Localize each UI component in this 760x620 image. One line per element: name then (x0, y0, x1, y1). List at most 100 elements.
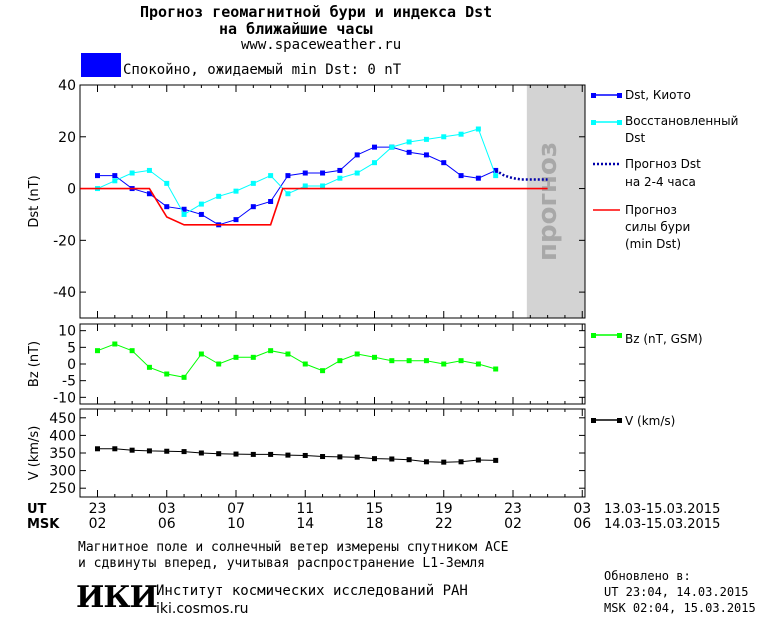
msk-tick-label: 06 (158, 516, 176, 532)
data-point (493, 457, 499, 463)
ut-axis-label: UT (27, 502, 47, 517)
data-point (320, 183, 326, 189)
legend-label-recovered-2: Dst (625, 131, 645, 145)
series-line-1 (97, 343, 496, 378)
data-point (372, 144, 377, 150)
data-point (250, 451, 256, 457)
data-point (164, 448, 170, 454)
data-point (164, 204, 170, 210)
data-point (406, 139, 412, 145)
data-point (95, 173, 100, 179)
data-point (164, 371, 170, 377)
data-point (112, 446, 118, 452)
data-point (337, 175, 343, 181)
y-tick-label: 400 (49, 428, 76, 444)
data-point (441, 134, 447, 140)
data-point (285, 191, 291, 197)
y-tick-label: 10 (58, 324, 76, 340)
data-point (423, 358, 429, 364)
y-axis-label: Dst (nT) (27, 175, 42, 227)
data-point (181, 211, 187, 217)
ut-tick-label: 07 (227, 501, 245, 517)
data-point (423, 459, 429, 465)
institute-link[interactable]: iki.cosmos.ru (156, 601, 249, 617)
data-point (337, 358, 343, 364)
panel-frame (79, 408, 586, 498)
legend-label-forecast: Прогноз Dst (625, 157, 701, 171)
data-point (441, 361, 447, 367)
data-point (475, 457, 481, 463)
institute-name: Институт космических исследований РАН (156, 583, 468, 599)
legend-label-bz: Bz (nT, GSM) (625, 332, 703, 346)
series-line-1 (97, 448, 496, 463)
legend-label-storm: Прогноз (625, 203, 677, 217)
data-point (129, 348, 135, 354)
data-point (475, 126, 481, 132)
series-line-4 (80, 187, 548, 226)
data-point (268, 199, 274, 204)
data-point (354, 454, 360, 460)
status-text: Спокойно, ожидаемый min Dst: 0 nT (123, 62, 402, 78)
data-point (337, 167, 343, 173)
msk-tick-label: 10 (227, 516, 245, 532)
data-point (198, 201, 204, 207)
data-point (354, 351, 360, 357)
legend-marker-v (617, 418, 622, 423)
footer-note-line-2: и сдвинуты вперед, учитывая распростране… (78, 556, 485, 571)
data-point (250, 354, 256, 360)
legend-label-storm-2: силы бури (625, 220, 690, 234)
panel-frame (79, 323, 586, 405)
msk-tick-label: 02 (504, 516, 522, 532)
data-point (250, 180, 256, 186)
data-point (458, 459, 464, 465)
y-tick-label: 250 (49, 481, 76, 497)
data-point (372, 456, 377, 462)
y-tick-label: -20 (53, 233, 76, 249)
data-point (475, 361, 481, 367)
y-tick-label: 450 (49, 411, 76, 427)
ut-tick-label: 11 (296, 501, 314, 517)
data-point (216, 193, 222, 199)
legend-label-storm-3: (min Dst) (625, 237, 681, 251)
forecast-region (526, 85, 585, 318)
y-axis-label: Bz (nT) (27, 341, 42, 387)
y-tick-label: 0 (67, 182, 76, 198)
msk-tick-label: 22 (435, 516, 453, 532)
msk-tick-label: 06 (573, 516, 591, 532)
y-tick-label: -5 (62, 374, 76, 390)
data-point (250, 204, 256, 210)
data-point (181, 449, 187, 455)
ut-tick-label: 19 (435, 501, 453, 517)
data-point (146, 191, 152, 197)
data-point (406, 358, 412, 364)
updated-label: Обновлено в: (604, 569, 691, 583)
data-point (198, 450, 204, 456)
y-tick-label: 350 (49, 446, 76, 462)
msk-axis-label: MSK (27, 517, 60, 532)
msk-tick-label: 14 (296, 516, 314, 532)
data-point (372, 160, 377, 166)
data-point (389, 144, 395, 150)
data-point (164, 180, 170, 186)
data-point (441, 160, 447, 166)
y-tick-label: -40 (53, 285, 76, 301)
msk-tick-label: 18 (366, 516, 384, 532)
data-point (233, 451, 239, 457)
ut-tick-label: 03 (158, 501, 176, 517)
ut-date-range: 13.03-15.03.2015 (604, 502, 720, 517)
legend-label-v: V (km/s) (625, 414, 675, 428)
y-tick-label: 0 (67, 357, 76, 373)
legend-label-dst: Dst, Киото (625, 88, 691, 102)
data-point (406, 149, 412, 155)
data-point (216, 451, 222, 457)
data-point (112, 178, 118, 184)
legend-marker-v (591, 418, 596, 423)
y-tick-label: -10 (53, 390, 76, 406)
panel-frame (79, 84, 586, 319)
legend-marker-recovered (617, 120, 622, 125)
data-point (285, 173, 291, 179)
data-point (95, 446, 100, 452)
y-axis-label: V (km/s) (27, 426, 42, 481)
data-point (268, 451, 274, 457)
msk-tick-label: 02 (89, 516, 107, 532)
